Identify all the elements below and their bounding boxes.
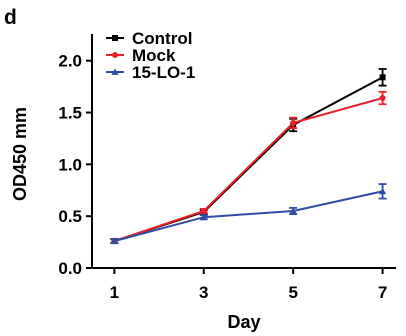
- y-tick-label: 0.5: [58, 207, 82, 226]
- x-tick-label: 5: [288, 283, 297, 302]
- data-point: [110, 237, 118, 244]
- y-tick-label: 1.0: [58, 155, 82, 174]
- series-line: [114, 190, 383, 243]
- y-tick-label: 1.5: [58, 104, 82, 123]
- x-tick-label: 3: [199, 283, 208, 302]
- legend-item: Control: [106, 29, 192, 48]
- data-point: [378, 187, 387, 195]
- x-tick-label: 7: [378, 283, 387, 302]
- data-point: [379, 95, 386, 102]
- data-point: [379, 74, 386, 81]
- series-layer: [110, 68, 387, 245]
- data-point: [200, 208, 207, 214]
- series-mock: [110, 90, 387, 245]
- y-tick-label: 0.0: [58, 259, 82, 278]
- legend-label: Mock: [132, 46, 176, 65]
- data-point: [112, 52, 118, 58]
- axes: 0.0 0.5 1.0 1.5 2.0 1 3 5 7: [58, 34, 396, 302]
- legend-item: Mock: [106, 46, 176, 65]
- legend-label: 15-LO-1: [132, 63, 195, 82]
- x-axis-title: Day: [227, 312, 260, 332]
- panel-label: d: [4, 6, 17, 29]
- series-line: [114, 97, 383, 243]
- data-point: [290, 119, 297, 126]
- series-control: [110, 68, 387, 245]
- data-point: [112, 35, 118, 41]
- y-tick-label: 2.0: [58, 52, 82, 71]
- data-point: [111, 68, 119, 75]
- data-point: [289, 207, 297, 214]
- series-15-lo-1: [110, 183, 387, 245]
- y-axis-title: OD450 mm: [10, 107, 30, 201]
- series-line: [114, 76, 384, 243]
- x-tick-label: 1: [110, 283, 119, 302]
- legend-label: Control: [132, 29, 192, 48]
- legend-item: 15-LO-1: [106, 63, 195, 82]
- data-point: [200, 213, 208, 221]
